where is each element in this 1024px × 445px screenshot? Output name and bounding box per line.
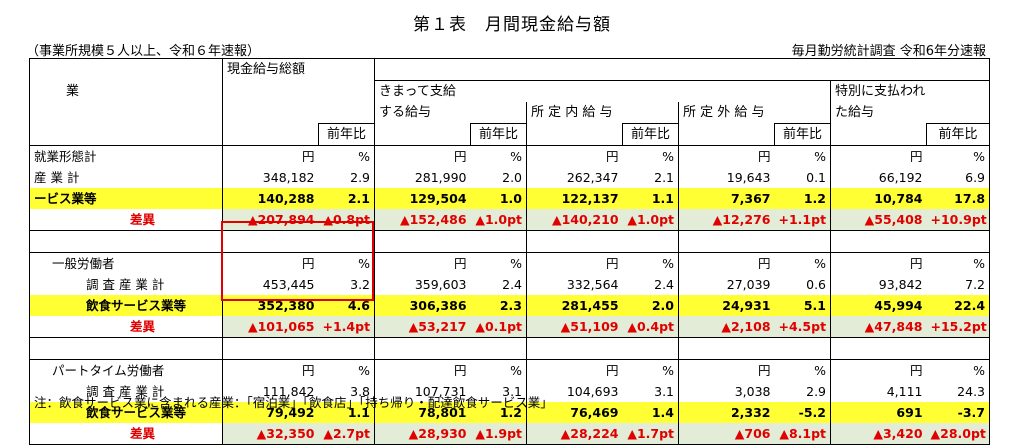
- page-title: 第１表 月間現金給与額: [413, 15, 611, 35]
- header-industry: [29, 58, 223, 81]
- header-prev-1: 前年比: [317, 123, 376, 146]
- survey-scope: （事業所規模５人以上、令和６年速報）: [26, 44, 261, 59]
- header-regular-1: きまって支給: [374, 80, 527, 102]
- table-row: 差異 ▲101,065 +1.4pt ▲53,217 ▲0.1pt ▲51,109 ▲…: [29, 316, 991, 338]
- header-prev-3: 前年比: [622, 123, 680, 146]
- header-industry-label: 業: [29, 80, 223, 102]
- wage-table: 現金給与総額 業 きまって支給 特別に支払われ する給与 所 定 内 給 与 所…: [29, 58, 991, 445]
- table-row: 調 査 産 業 計 111,842 3.8 107,731 3.1 104,693 3…: [29, 381, 991, 402]
- survey-name: 毎月勤労統計調査 令和6年分速報: [791, 44, 986, 59]
- table-row: 産 業 計 348,182 2.9 281,990 2.0 262,347 2.1 1…: [29, 167, 991, 188]
- table-row: 差異 ▲207,894 ▲0.8pt ▲152,486 ▲1.0pt ▲140,21…: [29, 209, 991, 231]
- table-row: 飲食サービス業等 352,380 4.6 306,386 2.3 281,455 2.…: [29, 295, 991, 316]
- section-label: 一般労働者: [29, 252, 223, 274]
- header-overtime: 所 定 外 給 与: [678, 102, 831, 124]
- header-regular-2: する給与: [374, 102, 527, 124]
- section-label: 就業形態計: [29, 145, 223, 167]
- table-row: ービス業等 140,288 2.1 129,504 1.0 122,137 1.1 7…: [29, 188, 991, 209]
- section-label: パートタイム労働者: [29, 359, 223, 381]
- header-prev-5: 前年比: [926, 123, 991, 146]
- table-row: 差異 ▲32,350 ▲2.7pt ▲28,930 ▲1.9pt ▲28,224 ▲1…: [29, 423, 991, 445]
- header-prev-2: 前年比: [470, 123, 528, 146]
- header-special-1: 特別に支払われ: [830, 80, 991, 102]
- header-scheduled: 所 定 内 給 与: [526, 102, 679, 124]
- table-row: 飲食サービス業等 79,492 1.1 78,801 1.2 76,469 1.4 2…: [29, 402, 991, 423]
- footnote: 注：飲食サービス業に含まれる産業：「宿泊業」「飲食店」「持ち帰り・配達飲食サービ…: [34, 395, 553, 410]
- header-total: 現金給与総額: [222, 58, 375, 81]
- header-special-2: た給与: [830, 102, 991, 124]
- header-prev-4: 前年比: [774, 123, 832, 146]
- table-row: 調 査 産 業 計 453,445 3.2 359,603 2.4 332,564 2…: [29, 274, 991, 295]
